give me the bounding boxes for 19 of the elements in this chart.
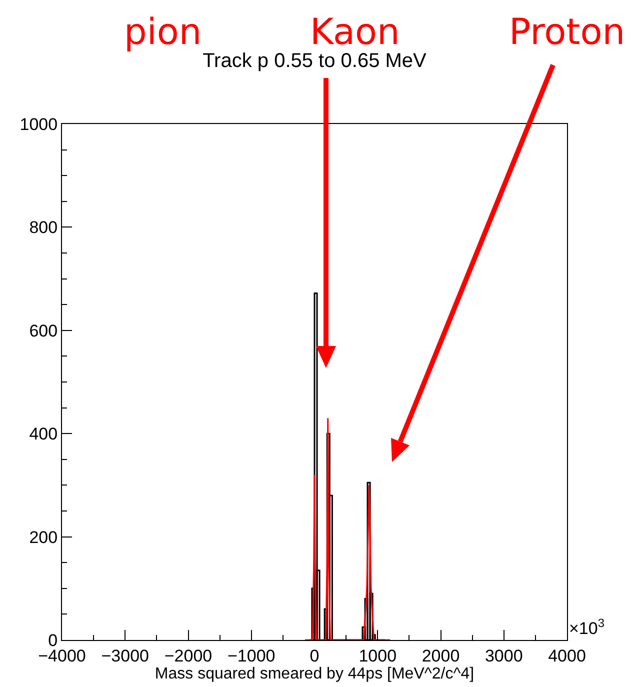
text: Kaon — [310, 12, 400, 53]
x-tick-label: 4000 — [548, 646, 586, 666]
text: ×10$^{3}$ — [569, 616, 605, 638]
y-tick-label: 800 — [29, 218, 58, 238]
text: Proton — [509, 12, 626, 53]
x-tick-label: 3000 — [484, 646, 523, 666]
x-tick-label: −2000 — [164, 646, 212, 666]
y-tick-label: 600 — [29, 321, 58, 340]
x-axis-title: Mass squared smeared by 44ps [MeV^2/c^4] — [154, 665, 474, 682]
y-tick-label: 200 — [29, 528, 58, 547]
x-tick-label: 2000 — [422, 646, 460, 666]
y-tick-label: 400 — [29, 424, 58, 444]
chart-title: Track p 0.55 to 0.65 MeV — [202, 50, 428, 72]
x-tick-label: −1000 — [228, 646, 276, 666]
text: pion — [124, 12, 202, 53]
x-tick-label: −3000 — [101, 646, 150, 666]
x-tick-label: 0 — [310, 646, 320, 666]
x-tick-label: 1000 — [358, 646, 397, 666]
y-tick-label: 1000 — [20, 114, 58, 134]
